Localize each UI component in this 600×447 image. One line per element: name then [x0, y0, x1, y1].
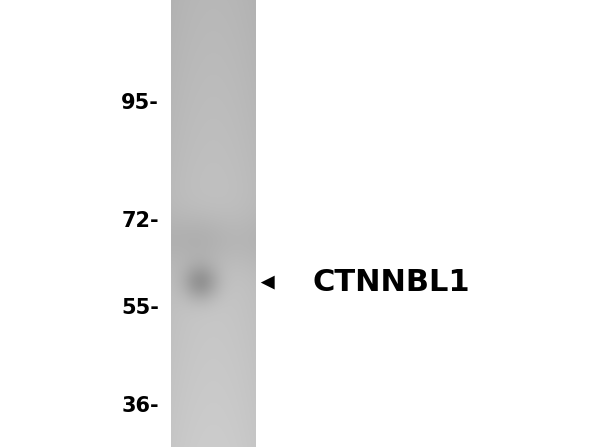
Text: 72-: 72-	[121, 211, 159, 231]
Text: 55-: 55-	[121, 298, 159, 318]
Text: 36-: 36-	[121, 396, 159, 416]
Text: CTNNBL1: CTNNBL1	[312, 268, 470, 297]
Text: 95-: 95-	[121, 93, 159, 113]
